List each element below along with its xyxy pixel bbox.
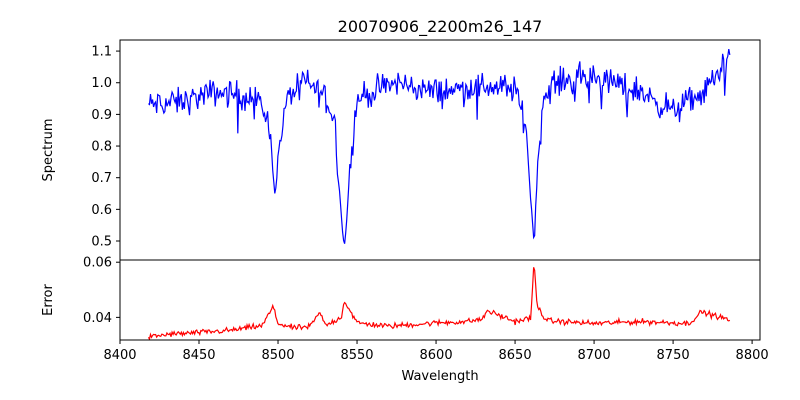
y-tick-label: 1.0 — [91, 76, 112, 91]
x-tick-label: 8500 — [261, 348, 294, 363]
y-tick-label: 0.8 — [91, 140, 112, 155]
x-tick-label: 8450 — [182, 348, 215, 363]
y-tick-label: 0.6 — [91, 203, 112, 218]
y-tick-label: 0.5 — [91, 235, 112, 250]
error-panel: 0.04 0.06 8400 8450 8500 8550 8600 8650 8700 8750… — [41, 256, 769, 384]
y-tick-label: 0.9 — [91, 108, 112, 123]
x-tick-label: 8550 — [340, 348, 373, 363]
y-axis-label: Error — [41, 284, 56, 316]
x-tick-label: 8800 — [736, 348, 769, 363]
plot-frame — [119, 259, 761, 341]
x-axis-label: Wavelength — [401, 369, 478, 384]
x-tick-label: 8750 — [657, 348, 690, 363]
y-tick-label: 0.06 — [83, 256, 112, 271]
x-tick-label: 8650 — [499, 348, 532, 363]
x-tick-label: 8400 — [103, 348, 136, 363]
error-series-line — [147, 267, 731, 340]
y-tick-label: 1.1 — [91, 45, 112, 60]
y-tick-label: 0.04 — [83, 311, 112, 326]
x-tick-label: 8700 — [578, 348, 611, 363]
spectrum-series-line — [148, 48, 731, 244]
x-tick-label: 8600 — [420, 348, 453, 363]
y-tick-label: 0.7 — [91, 171, 112, 186]
y-axis-label: Spectrum — [41, 119, 56, 182]
chart-title: 20070906_2200m26_147 — [338, 17, 543, 37]
